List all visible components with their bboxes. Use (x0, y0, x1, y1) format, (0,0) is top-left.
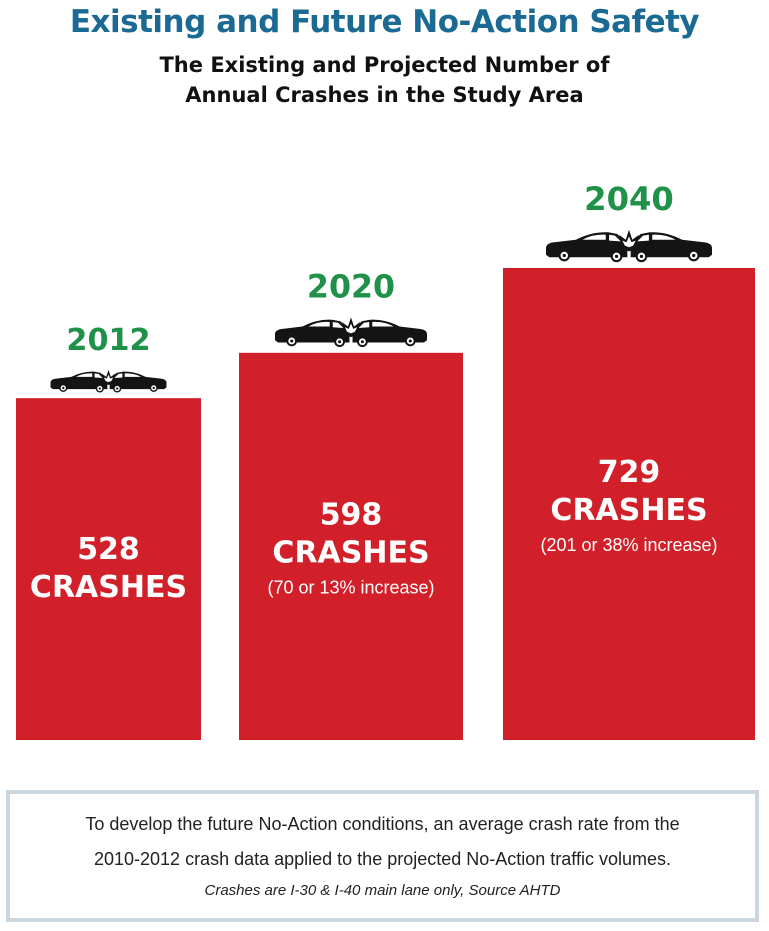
chart-subtitle-line-1: The Existing and Projected Number of (159, 53, 610, 77)
car-crash-icon (546, 229, 712, 263)
page-title: Existing and Future No-Action Safety (69, 4, 700, 40)
bar-2020 (239, 352, 463, 740)
note-text-line-1: To develop the future No-Action conditio… (85, 814, 680, 834)
chart-subtitle: The Existing and Projected Number of Ann… (0, 50, 769, 110)
year-label: 2040 (584, 180, 674, 218)
year-label: 2012 (66, 323, 150, 358)
data-label-increase: (70 or 13% increase) (267, 577, 434, 597)
data-label-value: 729 (598, 455, 661, 490)
data-label-unit: CRASHES (30, 570, 187, 605)
methodology-note: To develop the future No-Action conditio… (6, 790, 759, 922)
car-crash-icon (50, 369, 167, 393)
data-label-value: 528 (77, 532, 140, 567)
data-label-value: 598 (320, 497, 383, 532)
note-source: Crashes are I-30 & I-40 main lane only, … (204, 882, 561, 899)
note-text-line-2: 2010-2012 crash data applied to the proj… (93, 849, 671, 869)
data-label-increase: (201 or 38% increase) (540, 535, 717, 555)
car-crash-icon (275, 317, 427, 348)
data-label-unit: CRASHES (550, 493, 707, 528)
chart-subtitle-line-2: Annual Crashes in the Study Area (185, 83, 584, 107)
year-label: 2020 (307, 269, 395, 305)
bar-2040 (503, 268, 755, 740)
data-label-unit: CRASHES (272, 535, 429, 570)
bar-2012 (16, 398, 201, 740)
